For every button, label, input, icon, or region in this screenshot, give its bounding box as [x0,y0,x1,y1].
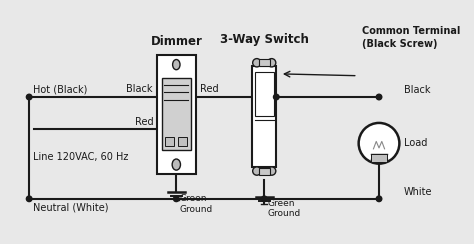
Ellipse shape [173,60,180,70]
Circle shape [27,196,32,202]
Bar [252,66,276,167]
Bar [165,137,174,146]
Text: Line 120VAC, 60 Hz: Line 120VAC, 60 Hz [33,152,128,162]
Circle shape [27,94,32,100]
Text: Green
Ground: Green Ground [179,194,212,214]
Text: Dimmer: Dimmer [150,35,202,48]
Text: Black: Black [404,85,430,95]
Text: 3-Way Switch: 3-Way Switch [220,33,309,46]
Text: Common Terminal
(Black Screw): Common Terminal (Black Screw) [362,26,461,49]
Bar [255,72,273,116]
Circle shape [376,94,382,100]
Bar [259,168,270,175]
Ellipse shape [172,159,181,170]
Text: Black: Black [126,84,152,94]
Circle shape [376,196,382,202]
Bar [371,154,387,162]
Ellipse shape [267,167,276,175]
Bar [162,78,191,150]
Text: Red: Red [201,84,219,94]
Circle shape [173,196,179,202]
Text: Load: Load [404,138,428,148]
Ellipse shape [253,59,261,67]
Circle shape [262,196,267,202]
Text: Green
Ground: Green Ground [267,199,300,218]
Bar [178,137,187,146]
Circle shape [359,123,400,164]
Text: Red: Red [136,117,154,127]
Circle shape [273,94,279,100]
Text: Neutral (White): Neutral (White) [33,203,109,213]
Text: Hot (Black): Hot (Black) [33,84,87,94]
Text: White: White [404,187,432,197]
Bar [157,55,196,174]
Bar [259,59,270,66]
Ellipse shape [267,59,276,67]
Ellipse shape [253,167,261,175]
